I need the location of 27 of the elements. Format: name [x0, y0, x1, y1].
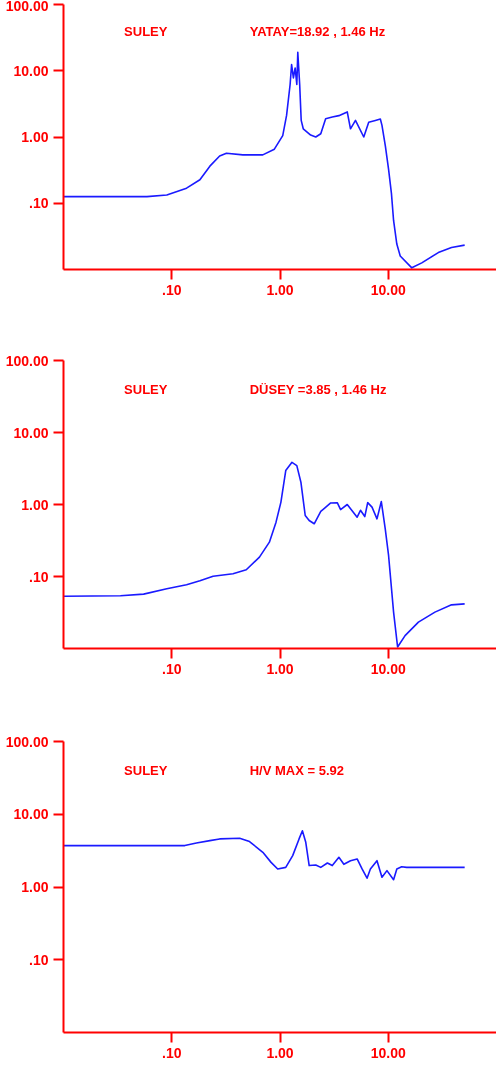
text: SULEY — [124, 381, 168, 397]
x-tick-label: .10 — [162, 281, 182, 298]
text: SULEY — [124, 23, 168, 39]
y-tick-label: 1.00 — [21, 879, 49, 895]
y-tick-label: 100.00 — [5, 733, 49, 750]
x-tick-label: 1.00 — [266, 281, 294, 298]
x-tick-label: 10.00 — [370, 660, 406, 677]
y-tick-label: .10 — [29, 195, 49, 212]
y-tick-label: 1.00 — [21, 496, 49, 513]
y-tick-label: 10.00 — [13, 424, 49, 441]
y-tick-label: 10.00 — [13, 806, 49, 823]
x-tick-label: 1.00 — [266, 1044, 294, 1061]
text: H/V MAX = 5.92 — [249, 763, 344, 779]
y-tick-label: .10 — [29, 568, 49, 585]
text: DÜSEY =3.85 , 1.46 Hz — [249, 381, 387, 397]
x-tick-label: 10.00 — [370, 281, 406, 298]
y-tick-label: 10.00 — [13, 62, 49, 79]
y-tick-label: .10 — [29, 951, 49, 968]
x-tick-label: 1.00 — [266, 660, 294, 677]
y-tick-label: 100.00 — [5, 352, 49, 369]
x-tick-label: .10 — [162, 1044, 182, 1061]
x-tick-label: .10 — [162, 660, 182, 677]
text: SULEY — [124, 763, 168, 779]
y-tick-label: 1.00 — [21, 129, 49, 145]
text: YATAY=18.92 , 1.46 Hz — [249, 23, 386, 39]
x-tick-label: 10.00 — [370, 1044, 406, 1061]
y-tick-label: 100.00 — [5, 0, 49, 14]
